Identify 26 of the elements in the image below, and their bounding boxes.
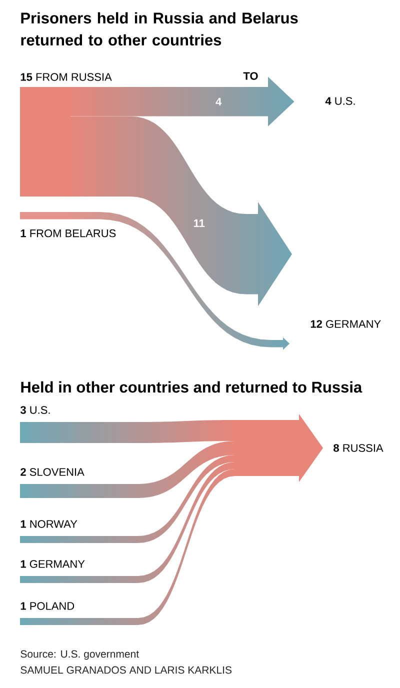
category-label: U.S. xyxy=(30,406,50,414)
data-label: 1 xyxy=(20,602,26,610)
text: 4 xyxy=(325,97,332,105)
category-label: U.S. xyxy=(335,97,355,105)
series-label: 15 FROM RUSSIA xyxy=(20,73,112,81)
legend-label: FROM BELARUS xyxy=(30,229,116,238)
data-label: 3 xyxy=(20,406,26,414)
text: TO xyxy=(243,72,258,80)
category-label: POLAND xyxy=(30,602,74,610)
category-label: NORWAY xyxy=(30,520,78,528)
text: 8 xyxy=(334,444,339,452)
data-label: 1 xyxy=(20,520,26,528)
data-label: 11 xyxy=(194,219,205,227)
category-label: GERMANY xyxy=(30,560,85,568)
text: SAMUEL GRANADOS AND LARIS KARKLIS xyxy=(20,666,232,674)
data-label: 1 xyxy=(20,230,26,238)
text: 12 xyxy=(310,320,322,328)
text: Held in other countries and returned to Russia xyxy=(21,381,362,393)
data-label: 4 xyxy=(216,98,222,106)
data-label: 2 xyxy=(20,468,26,476)
source-note: Source: U.S. government xyxy=(20,650,139,660)
text: RUSSIA xyxy=(343,444,384,452)
text: Prisoners held in Russia and Belarus returned to other countries xyxy=(21,12,298,46)
category-label: GERMANY xyxy=(326,320,381,328)
category-label: SLOVENIA xyxy=(30,468,84,476)
data-label: 1 xyxy=(20,560,26,568)
